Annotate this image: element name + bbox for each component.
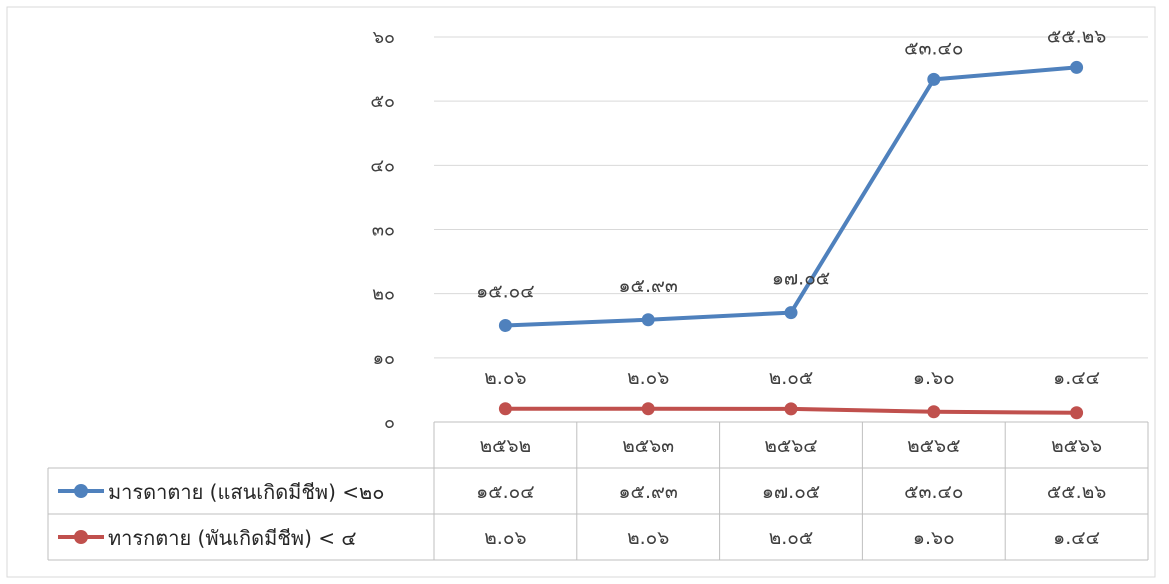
data-point: [1070, 406, 1084, 420]
y-tick-label: ๔๐: [370, 155, 395, 176]
category-label: ๒๕๖๒: [480, 435, 532, 457]
data-point: [927, 405, 941, 419]
y-tick-label: ๕๐: [370, 91, 395, 112]
table-cell-value: ๒.๐๖: [484, 527, 526, 549]
data-label: ๑.๖๐: [913, 367, 955, 389]
table-cell-value: ๒.๐๖: [627, 527, 669, 549]
data-point: [1070, 60, 1084, 74]
data-label: ๑๗.๐๕: [772, 268, 830, 290]
data-label: ๒.๐๖: [627, 367, 669, 389]
data-point: [784, 402, 798, 416]
legend-marker-key: [74, 530, 88, 544]
category-label: ๒๕๖๖: [1051, 435, 1102, 457]
category-label: ๒๕๖๕: [907, 435, 960, 457]
data-label: ๑๕.๐๔: [476, 280, 534, 302]
data-label: ๕๓.๔๐: [904, 37, 963, 59]
table-cell-value: ๑๕.๐๔: [476, 481, 534, 503]
category-label: ๒๕๖๔: [764, 435, 817, 457]
table-cell-value: ๑.๖๐: [913, 527, 955, 549]
data-point: [498, 318, 512, 332]
data-label: ๒.๐๕: [769, 367, 814, 389]
data-point: [641, 313, 655, 327]
data-label: ๑.๔๔: [1053, 367, 1100, 389]
table-cell-value: ๕๓.๔๐: [904, 481, 963, 503]
data-point: [641, 402, 655, 416]
legend-label: มารดาตาย (แสนเกิดมีชีพ) <๒๐: [108, 480, 384, 504]
data-point: [498, 402, 512, 416]
legend-label: ทารกตาย (พันเกิดมีชีพ) < ๔: [108, 526, 357, 550]
table-cell-value: ๑.๔๔: [1053, 527, 1100, 549]
category-label: ๒๕๖๓: [622, 435, 674, 457]
data-label: ๒.๐๖: [484, 367, 526, 389]
y-tick-label: ๓๐: [372, 220, 395, 241]
data-point: [927, 72, 941, 86]
data-label: ๑๕.๙๓: [619, 275, 678, 297]
data-label: ๕๕.๒๖: [1047, 25, 1106, 47]
y-tick-label: ๑๐: [373, 348, 395, 369]
table-cell-value: ๕๕.๒๖: [1047, 481, 1106, 503]
y-tick-label: ๒๐: [372, 284, 395, 305]
y-tick-label: ๐: [384, 412, 395, 433]
table-cell-value: ๒.๐๕: [769, 527, 814, 549]
table-cell-value: ๑๗.๐๕: [762, 481, 820, 503]
table-cell-value: ๑๕.๙๓: [619, 481, 678, 503]
legend-marker-key: [74, 484, 88, 498]
chart-border: [6, 6, 1156, 578]
y-tick-label: ๖๐: [373, 27, 395, 48]
data-point: [784, 306, 798, 320]
